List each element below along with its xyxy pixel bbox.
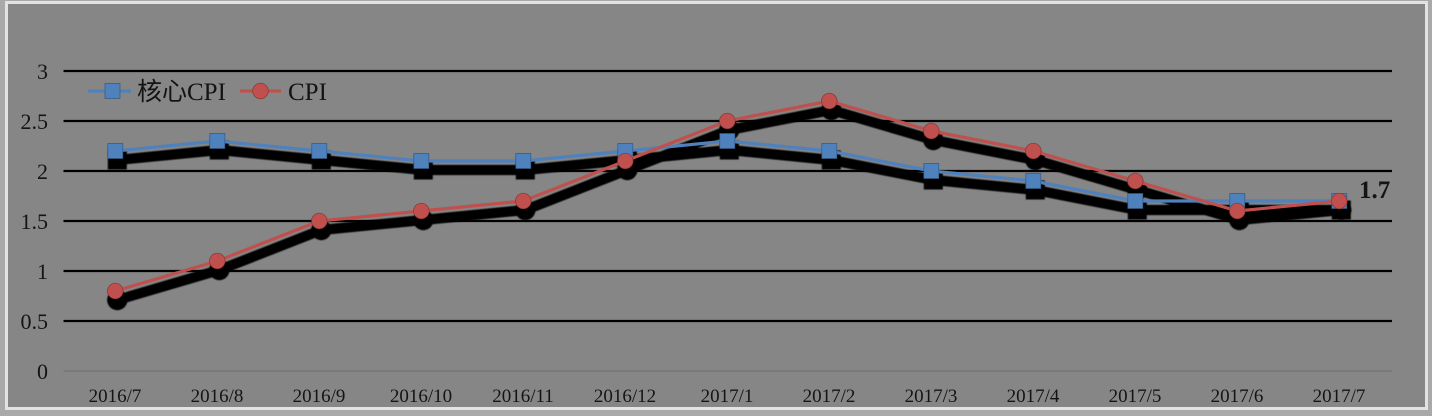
svg-text:2016/11: 2016/11 xyxy=(492,386,554,407)
svg-text:1: 1 xyxy=(37,259,48,284)
svg-text:2017/2: 2017/2 xyxy=(803,386,856,407)
svg-text:1.7: 1.7 xyxy=(1359,177,1390,204)
svg-text:2016/10: 2016/10 xyxy=(390,386,452,407)
svg-text:2016/7: 2016/7 xyxy=(89,386,142,407)
svg-text:2016/12: 2016/12 xyxy=(594,386,656,407)
svg-text:2017/4: 2017/4 xyxy=(1007,386,1060,407)
svg-text:3: 3 xyxy=(37,59,48,84)
svg-text:2.5: 2.5 xyxy=(21,109,49,134)
svg-text:0: 0 xyxy=(37,359,48,384)
svg-text:2017/7: 2017/7 xyxy=(1313,386,1366,407)
svg-text:2: 2 xyxy=(37,159,48,184)
svg-text:1.5: 1.5 xyxy=(21,209,49,234)
svg-text:2017/5: 2017/5 xyxy=(1109,386,1162,407)
svg-text:2016/8: 2016/8 xyxy=(191,386,244,407)
svg-text:2016/9: 2016/9 xyxy=(293,386,346,407)
svg-text:核心CPI: 核心CPI xyxy=(137,78,226,106)
svg-text:2017/3: 2017/3 xyxy=(905,386,958,407)
svg-text:2017/1: 2017/1 xyxy=(701,386,754,407)
svg-text:0.5: 0.5 xyxy=(21,309,49,334)
svg-text:CPI: CPI xyxy=(288,79,327,106)
svg-text:2017/6: 2017/6 xyxy=(1211,386,1264,407)
